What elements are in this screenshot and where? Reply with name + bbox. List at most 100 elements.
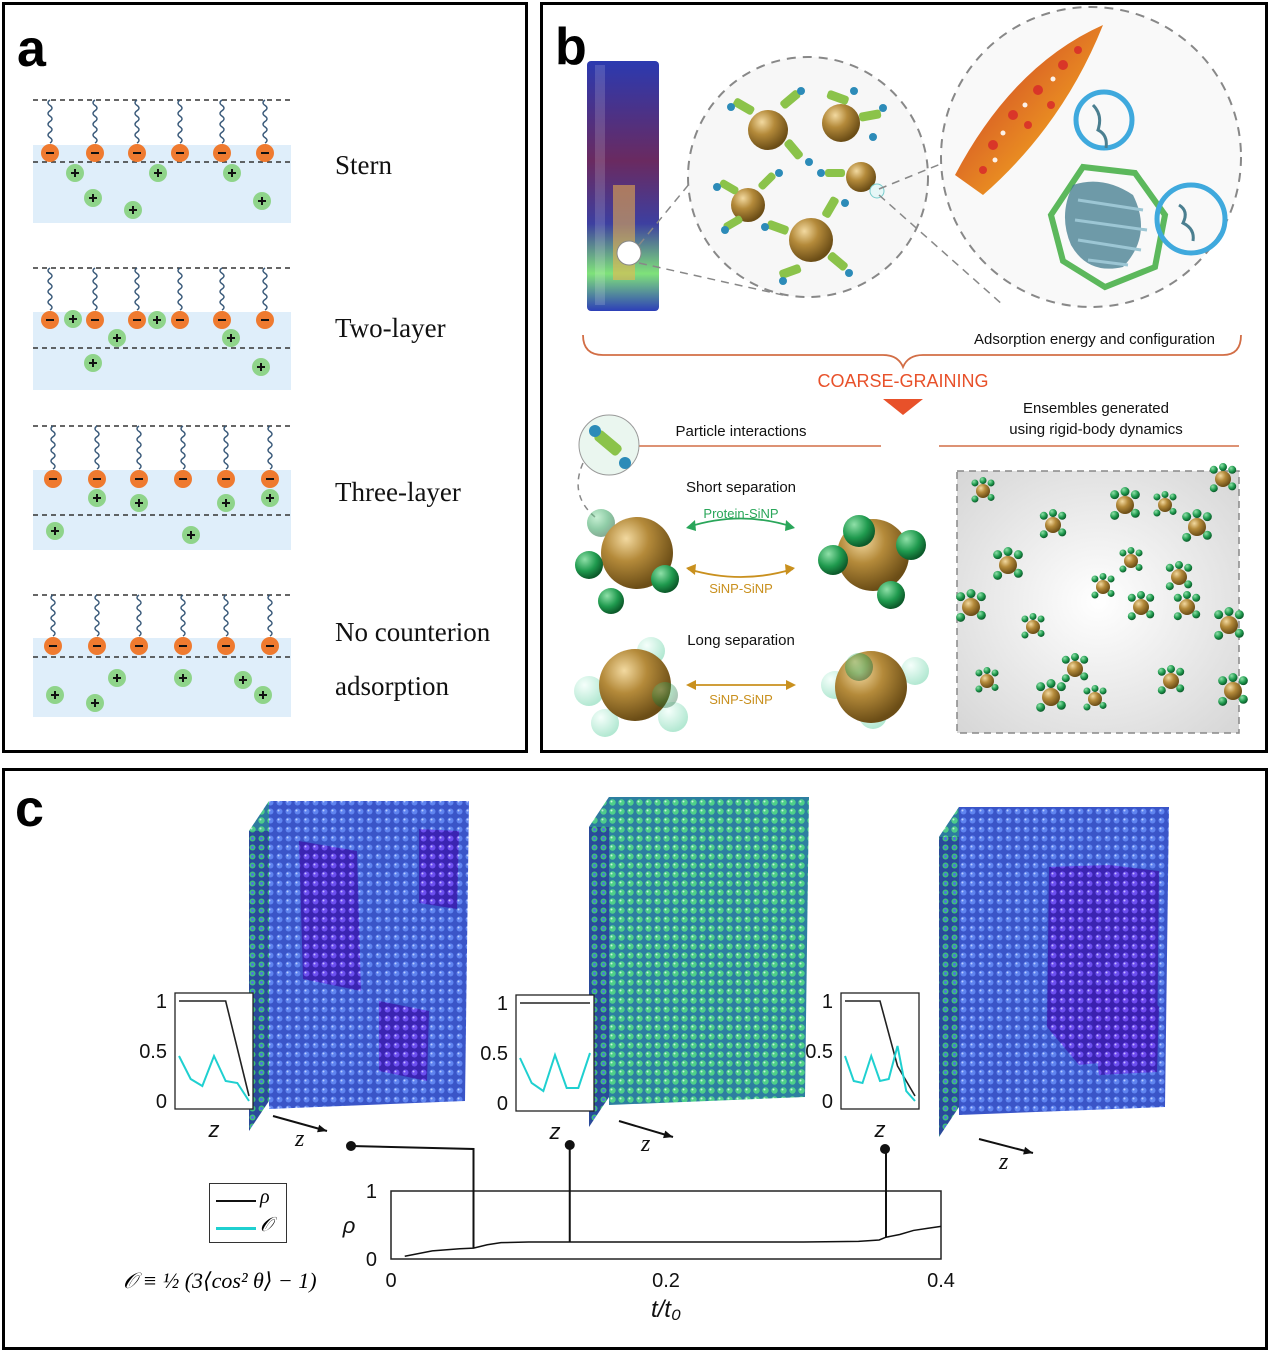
zoom-circle-protein: [940, 6, 1242, 308]
main-x-tick: 0.2: [652, 1270, 680, 1292]
ensemble-particle: [1173, 591, 1201, 621]
coarse-graining-label: COARSE-GRAINING: [817, 371, 988, 391]
time-marker-2: [564, 1140, 575, 1242]
double-layer-2: [33, 267, 291, 390]
inset-x-label: z: [549, 1119, 561, 1144]
ensemble-particle: [975, 667, 999, 693]
adsorption-label: Adsorption energy and configuration: [974, 331, 1215, 348]
z-axis-arrow: z: [978, 1138, 1034, 1175]
layer-label-stern: Stern: [335, 150, 392, 180]
inset-plot-1: 1 0.5 0 z: [139, 991, 254, 1142]
ensemble-particle: [993, 547, 1023, 580]
ensemble-particle: [956, 589, 986, 622]
inset-y-tick: 0.5: [139, 1041, 167, 1063]
double-layer-4: [33, 594, 291, 717]
main-x-tick: 0: [385, 1270, 396, 1292]
inset-y-tick: 0: [497, 1093, 508, 1115]
panel-c: c 1 0.5 0 z 1 0.5 0: [2, 768, 1268, 1350]
inset-y-tick: 0: [822, 1091, 833, 1113]
sinp-sinp-long-label: SiNP-SiNP: [709, 692, 773, 707]
inset-y-tick: 1: [497, 993, 508, 1015]
inset-y-tick: 0.5: [805, 1041, 833, 1063]
z-axis-label: z: [998, 1149, 1009, 1175]
lattice-cube-left: [249, 801, 469, 1131]
layer-band: [33, 145, 291, 223]
nanoparticle-cluster: [713, 87, 887, 285]
cuvette: [587, 61, 659, 311]
legend-box: ρ 𝒪: [209, 1183, 287, 1243]
z-axis-arrow: z: [272, 1115, 328, 1152]
panel-b-label: b: [555, 18, 587, 76]
ensemble-particle: [1157, 665, 1185, 695]
coarse-particle-left-long: [574, 637, 688, 737]
layer-band: [33, 470, 291, 550]
ensembles-label-line1: Ensembles generated: [1023, 400, 1169, 417]
ensemble-particle: [1061, 653, 1089, 683]
ensemble-particle: [1039, 509, 1067, 539]
layer-band: [33, 638, 291, 717]
ensemble-particle: [1165, 561, 1193, 591]
layer-label-no-counterion: No counterion: [335, 617, 491, 647]
main-y-label: ρ: [342, 1213, 356, 1238]
layer-label-three-layer: Three-layer: [335, 477, 461, 507]
double-layer-diagrams: [33, 99, 291, 717]
legend-order: 𝒪: [260, 1214, 273, 1236]
inset-x-label: z: [874, 1117, 886, 1142]
inset-y-tick: 1: [822, 991, 833, 1013]
panel-a-label: a: [17, 20, 46, 78]
time-marker-1: [346, 1141, 475, 1249]
ensemble-particle: [1119, 547, 1143, 573]
ensemble-particle: [1214, 607, 1244, 640]
ensembles-label-line2: using rigid-body dynamics: [1009, 421, 1182, 438]
protein-structure: [1047, 89, 1228, 291]
protein-sinp-label: Protein-SiNP: [703, 506, 778, 521]
ensemble-particles: [956, 463, 1248, 712]
main-x-tick: 0.4: [927, 1270, 955, 1292]
rho-series-line: [404, 1225, 942, 1258]
sinp-sinp-short-label: SiNP-SiNP: [709, 581, 773, 596]
ensemble-particle: [1021, 613, 1045, 639]
ensemble-particle: [1091, 573, 1115, 599]
main-chart-frame: [390, 1190, 942, 1260]
inset-order-line: [519, 1051, 591, 1093]
lattice-cube-middle: [589, 797, 809, 1127]
panel-b: b: [540, 2, 1268, 753]
short-separation-label: Short separation: [686, 479, 796, 496]
coarse-particle-left-short: [575, 509, 679, 614]
double-layer-3: [33, 425, 291, 550]
inset-order-line: [178, 1053, 250, 1102]
double-layer-1: [33, 99, 291, 223]
coarse-particle-right-long: [821, 651, 929, 729]
inset-y-tick: 0: [156, 1091, 167, 1113]
panel-c-label: c: [15, 780, 44, 838]
ensemble-particle: [1209, 463, 1237, 493]
ensemble-particle: [971, 477, 995, 503]
ensemble-particle: [1110, 487, 1140, 520]
inset-order-line: [844, 1045, 916, 1102]
main-x-label: t/t₀: [651, 1296, 681, 1323]
ensemble-particle: [1127, 591, 1155, 621]
ensemble-particle: [1036, 679, 1066, 712]
bracket: [582, 334, 1242, 370]
inset-y-tick: 1: [156, 991, 167, 1013]
layer-label-adsorption: adsorption: [335, 671, 449, 701]
order-parameter-formula: 𝒪 ≡ ½ (3⟨cos² θ⟩ − 1): [123, 1268, 317, 1293]
z-axis-label: z: [294, 1126, 305, 1152]
inset-plot-2: 1 0.5 0 z: [480, 993, 595, 1144]
ensemble-particle: [1182, 509, 1212, 542]
ensemble-particle: [1153, 491, 1177, 517]
long-separation-label: Long separation: [687, 632, 795, 649]
coarse-graining-arrow: [883, 399, 923, 415]
inset-y-tick: 0.5: [480, 1043, 508, 1065]
coarse-particle-right-short: [818, 515, 926, 609]
inset-plot-3: 1 0.5 0 z: [805, 991, 920, 1142]
ensemble-particle: [1218, 673, 1248, 706]
particle-interactions-label: Particle interactions: [676, 423, 807, 440]
z-axis-arrow: z: [618, 1120, 674, 1157]
coarse-graining-diagram: Adsorption energy and configuration COAR…: [574, 6, 1248, 737]
ensemble-particle: [1083, 685, 1107, 711]
z-axis-label: z: [640, 1131, 651, 1157]
main-y-tick: 0: [366, 1249, 377, 1271]
inset-rho-line: [179, 1000, 250, 1097]
